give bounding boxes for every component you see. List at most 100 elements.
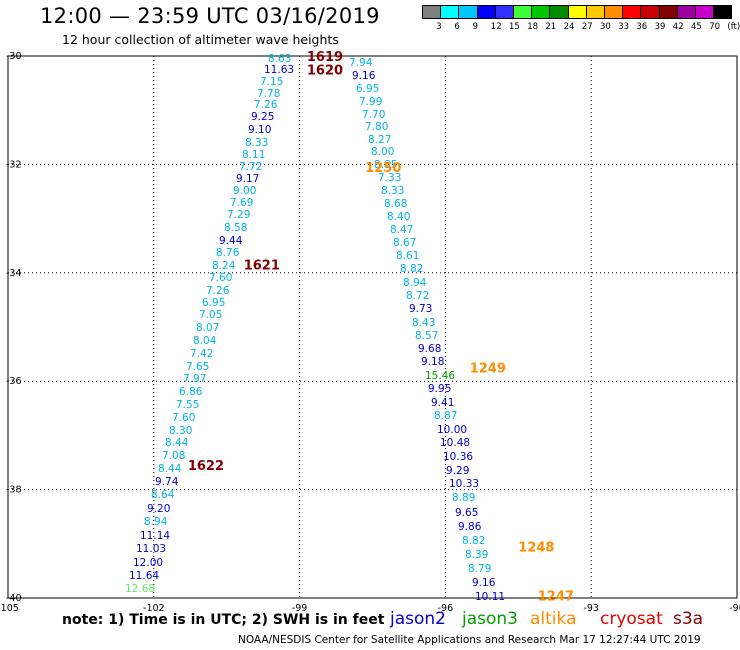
legend-label: 6 (454, 22, 460, 32)
wave-height-value: 9.16 (472, 577, 496, 589)
wave-height-value: 8.76 (216, 247, 240, 259)
x-tick-label: -93 (583, 603, 599, 614)
wave-height-value: 9.17 (236, 173, 259, 185)
wave-height-value: 8.00 (371, 146, 394, 158)
wave-height-value: 9.29 (446, 465, 469, 477)
wave-height-value: 8.87 (434, 410, 457, 422)
wave-height-value: 8.43 (412, 317, 435, 329)
wave-height-value: 11.64 (129, 570, 159, 582)
wave-height-value: 10.33 (449, 478, 479, 490)
wave-height-value: 8.82 (400, 263, 423, 275)
wave-height-value: 8.94 (144, 516, 168, 528)
wave-height-value: 8.61 (396, 250, 419, 262)
wave-height-value: 8.33 (245, 137, 268, 149)
wave-height-value: 8.33 (381, 185, 404, 197)
wave-height-value: 12.68 (125, 583, 155, 595)
wave-height-value: 10.00 (437, 424, 467, 436)
wave-height-value: 7.33 (378, 172, 401, 184)
wave-height-value: 8.94 (403, 277, 427, 289)
wave-height-value: 6.95 (356, 83, 379, 95)
map-frame (7, 55, 738, 599)
track-number-label: 1621 (244, 259, 280, 274)
legend-label: 30 (600, 22, 611, 32)
wave-height-value: 7.99 (359, 96, 382, 108)
wave-height-value: 11.14 (140, 530, 170, 542)
legend-label: 42 (672, 22, 684, 32)
x-tick-label: -99 (292, 603, 308, 614)
track-number-label: 1622 (188, 459, 224, 474)
track-number-label: 1248 (518, 541, 554, 556)
wave-height-value: 8.27 (368, 134, 391, 146)
legend-label: 18 (527, 22, 539, 32)
wave-height-value: 9.10 (248, 124, 271, 136)
legend-label: 33 (618, 22, 630, 32)
wave-height-value: 9.20 (147, 503, 170, 515)
wave-height-value: 8.67 (393, 237, 416, 249)
wave-height-value: 11.03 (136, 543, 166, 555)
wave-height-value: 15.46 (425, 370, 455, 382)
wave-height-value: 7.78 (257, 88, 280, 100)
wave-height-value: 6.86 (179, 386, 203, 398)
satellite-label-s3a: s3a (673, 609, 704, 629)
wave-height-value: 8.07 (196, 322, 219, 334)
legend-label: 9 (472, 22, 479, 32)
wave-height-value: 9.25 (251, 111, 274, 123)
wave-height-value: 8.58 (224, 222, 247, 234)
wave-height-value: 8.89 (452, 492, 475, 504)
wave-height-value: 8.82 (462, 535, 485, 547)
y-tick-label: -36 (6, 376, 22, 387)
wave-height-value: 7.08 (162, 450, 185, 462)
wave-height-value: 7.60 (172, 412, 195, 424)
wave-height-value: 7.97 (183, 373, 206, 385)
wave-height-value: 9.68 (418, 343, 441, 355)
wave-height-value: 9.44 (219, 235, 243, 247)
wave-height-value: 7.60 (209, 272, 232, 284)
legend-label: 21 (545, 22, 557, 32)
wave-height-value: 8.04 (193, 335, 217, 347)
wave-height-value: 7.29 (227, 209, 250, 221)
wave-height-value: 8.44 (165, 437, 189, 449)
legend-label: 70 (709, 22, 721, 32)
wave-height-value: 9.65 (455, 507, 478, 519)
wave-height-value: 8.39 (465, 549, 488, 561)
wave-height-value: 12.00 (133, 557, 163, 569)
legend-label: 39 (654, 22, 666, 32)
wave-height-value: 9.73 (409, 303, 432, 315)
wave-height-value: 6.95 (202, 297, 225, 309)
track-number-label: 1247 (538, 589, 574, 604)
satellite-label-jason3: jason3 (462, 609, 518, 629)
footer-credit: NOAA/NESDIS Center for Satellite Applica… (238, 634, 701, 646)
y-tick-label: -38 (6, 485, 22, 496)
wave-height-value: 11.63 (264, 64, 294, 76)
track-number-label: 1620 (307, 64, 343, 79)
legend-swatch (713, 5, 733, 19)
wave-height-value: 10.36 (443, 451, 473, 463)
track-number-label: 1619 (307, 50, 343, 65)
page-subtitle: 12 hour collection of altimeter wave hei… (62, 32, 339, 47)
wave-height-value: 9.16 (352, 70, 376, 82)
wave-height-value: 8.47 (390, 224, 413, 236)
legend-label: 45 (691, 22, 702, 32)
track-number-label: 1250 (365, 161, 401, 176)
wave-height-value: 7.26 (254, 99, 278, 111)
wave-height-value: 7.69 (230, 197, 253, 209)
x-tick-label: -102 (143, 603, 165, 614)
wave-height-value: 7.65 (186, 361, 209, 373)
wave-height-value: 8.57 (415, 330, 438, 342)
wave-height-value: 8.11 (242, 149, 265, 161)
wave-height-value: 9.74 (155, 476, 179, 488)
satellite-label-jason2: jason2 (390, 609, 446, 629)
satellite-label-altika: altika (530, 609, 577, 629)
wave-height-value: 8.24 (212, 260, 236, 272)
x-tick-label: -96 (438, 603, 454, 614)
wave-height-value: 9.95 (428, 383, 451, 395)
wave-height-value: 7.72 (239, 161, 262, 173)
page-title: 12:00 — 23:59 UTC 03/16/2019 (40, 4, 380, 28)
legend-label: 27 (581, 22, 593, 32)
legend-label: 3 (436, 22, 442, 32)
wave-height-value: 10.48 (440, 437, 470, 449)
wave-height-value: 9.00 (233, 185, 256, 197)
y-tick-label: -30 (6, 51, 22, 62)
note-text: note: 1) Time is in UTC; 2) SWH is in fe… (62, 612, 385, 628)
y-tick-label: -34 (6, 268, 22, 279)
